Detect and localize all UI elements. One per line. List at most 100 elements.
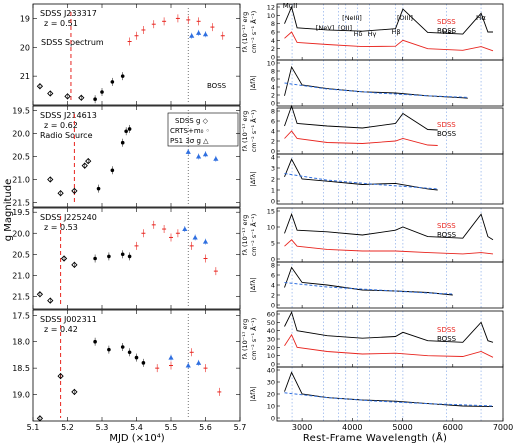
x-tick-label: 3000 — [292, 423, 312, 432]
radio-source-label: Radio Source — [40, 131, 93, 140]
y-tick-label: 4 — [271, 84, 275, 92]
line-label-hgamma: Hγ — [368, 30, 377, 38]
sdss-g-point — [85, 157, 92, 165]
ratio-panel-frame — [276, 366, 504, 422]
crts-point — [93, 256, 97, 261]
lc-panel-4: SDSS J002311 z = 0.42 — [32, 309, 241, 422]
spec-axis-ticks: 0 2 4 6 8 0 1 2 3 4 — [271, 108, 504, 206]
y-tick-label: 0 — [271, 256, 275, 264]
y-tick-label: 15 — [267, 208, 275, 216]
crts-point — [110, 168, 115, 173]
flux-y-label-line2: cm⁻² s⁻¹ Å⁻¹) — [249, 110, 258, 153]
y-tick-label: 0 — [271, 198, 275, 206]
crts-point — [107, 347, 111, 352]
sdss-spectrum-label: SDSS Spectrum — [41, 38, 104, 47]
y-tick-label: 20.0 — [12, 130, 30, 139]
flux-difference-fit-line — [284, 392, 494, 407]
crts-point — [141, 361, 146, 365]
line-label-hei: HeI — [443, 28, 454, 36]
y-tick-label: 20.5 — [12, 153, 30, 162]
flux-difference-fit-line — [284, 82, 468, 98]
y-tick-label: 8 — [271, 262, 275, 270]
y-tick-label: 17.5 — [12, 311, 30, 320]
x-tick-label: 5.6 — [199, 423, 212, 432]
y-tick-label: 21.0 — [12, 175, 30, 184]
y-tick-label: 60 — [267, 311, 275, 319]
x-tick-label: 5000 — [392, 423, 412, 432]
y-tick-label: 10 — [267, 60, 275, 68]
boss-legend-label: BOSS — [437, 231, 457, 239]
flux-difference-fit-line — [284, 173, 438, 190]
y-tick-label: 18.5 — [12, 364, 30, 373]
boss-legend-label: BOSS — [437, 130, 457, 138]
y-tick-label: 1 — [271, 187, 275, 195]
left-x-axis-label: MJD (×10⁴) — [109, 433, 164, 444]
y-tick-label: 20 — [267, 344, 275, 352]
y-tick-label: 6 — [271, 272, 275, 280]
line-label-mgii: MgII — [283, 2, 298, 10]
ps1-point — [185, 149, 191, 154]
sdss-g-point — [78, 94, 85, 101]
sdss-spectrum-line — [284, 31, 494, 52]
y-tick-label: 0 — [271, 361, 275, 369]
y-tick-label: 50 — [267, 319, 275, 327]
boss-epoch-label: BOSS — [207, 82, 227, 90]
y-tick-label: 19.5 — [12, 208, 30, 217]
y-tick-label: 21 — [20, 72, 30, 81]
flux-panel-frame — [276, 107, 504, 155]
sdss-spectrum-line — [284, 239, 494, 255]
sdss-g-point — [36, 291, 44, 298]
ratio-panel-frame — [276, 153, 504, 205]
y-tick-label: 10 — [267, 352, 275, 360]
y-tick-label: 20 — [20, 43, 30, 52]
y-tick-label: 4 — [271, 282, 275, 290]
y-tick-label: 8 — [271, 20, 275, 28]
y-tick-label: 6 — [271, 118, 275, 126]
lc-x-ticks: 5.1 5.2 5.3 5.4 5.5 5.6 5.7 — [27, 423, 247, 432]
sdss-legend-label: SDSS — [437, 222, 456, 230]
x-tick-label: 5.2 — [61, 423, 74, 432]
flux-difference-line — [284, 65, 468, 99]
y-tick-label: 2 — [271, 176, 275, 184]
ps1-point — [185, 362, 191, 368]
y-tick-label: 19.5 — [12, 107, 30, 116]
ps1-point — [202, 31, 209, 37]
x-tick-label: 5.5 — [165, 423, 178, 432]
sdss-g-point — [57, 190, 64, 197]
y-tick-label: 21.0 — [12, 271, 30, 280]
ratio-y-label: |Δfλ| — [249, 278, 257, 293]
spec-x-ticks: 3000 4000 5000 6000 7000 — [292, 423, 513, 432]
lc-panel-marks: 19 20 21 — [20, 4, 241, 105]
ps1-point — [196, 360, 202, 365]
right-x-axis-label: Rest-Frame Wavelength (Å) — [303, 431, 447, 444]
y-tick-label: 5 — [271, 240, 275, 248]
line-label-neiii: [NeIII] — [342, 14, 362, 22]
flux-difference-line — [284, 158, 438, 191]
crts-point — [93, 97, 97, 102]
ratio-y-label: |Δfλ| — [249, 172, 257, 187]
sdss-spectrum-line — [284, 333, 494, 358]
line-label-nev: [NeV] — [316, 24, 334, 32]
line-label-oiii: [OIII] — [397, 14, 413, 22]
lc-panel-1: SDSS J233317 z = 0.51 SDSS Spectrum BOSS — [32, 3, 241, 106]
y-tick-label: 21.5 — [12, 292, 30, 301]
lc-redshift: z = 0.53 — [44, 223, 78, 232]
flux-y-label-line2: cm⁻² s⁻¹ Å⁻¹) — [249, 318, 258, 361]
sdss-spectrum-line — [284, 130, 438, 146]
y-tick-label: 4 — [271, 37, 275, 45]
spec-block-3: fλ (10⁻¹⁷ erg cm⁻² s⁻¹ Å⁻¹) |Δfλ| SDSS B… — [241, 207, 504, 309]
sdss-legend-label: SDSS — [437, 18, 456, 26]
y-tick-label: 10 — [267, 12, 275, 20]
sdss-g-point — [47, 90, 54, 97]
line-label-hbeta: Hβ — [391, 28, 400, 36]
lc-object-name: SDSS J214613 — [40, 111, 97, 120]
sdss-legend-label: SDSS — [437, 326, 456, 334]
crts-point — [127, 254, 132, 259]
sdss-g-point — [47, 176, 54, 183]
y-tick-label: 18.0 — [12, 338, 30, 347]
x-tick-label: 5.3 — [96, 423, 109, 432]
left-y-axis-label: g Magnitude — [3, 179, 14, 242]
ps1-point — [192, 234, 198, 240]
spec-block-4: fλ (10⁻¹⁷ erg cm⁻² s⁻¹ Å⁻¹) |Δfλ| SDSS B… — [241, 310, 504, 422]
